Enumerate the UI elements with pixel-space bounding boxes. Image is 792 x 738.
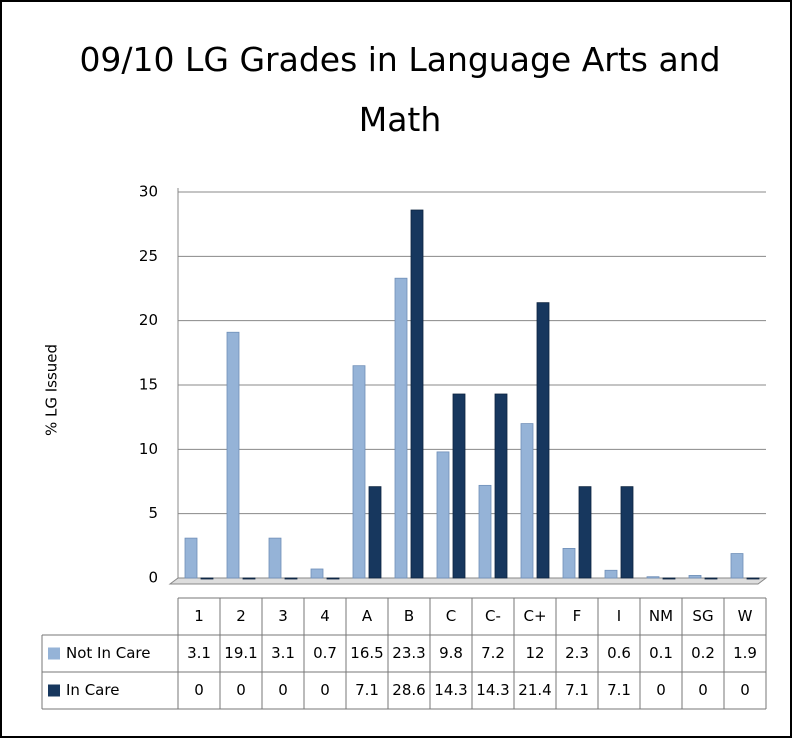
table-value: 0.6 xyxy=(607,644,631,662)
table-value: 23.3 xyxy=(392,644,425,662)
bar xyxy=(410,209,424,579)
x-tick-label: B xyxy=(404,607,414,625)
table-value: 0.7 xyxy=(313,644,337,662)
y-tick-label: 25 xyxy=(139,247,158,265)
bar xyxy=(226,331,240,579)
legend-swatch xyxy=(48,647,60,660)
bar xyxy=(268,537,282,579)
x-tick-label: F xyxy=(573,607,582,625)
bar xyxy=(242,577,256,580)
x-tick-label: 4 xyxy=(320,607,330,625)
bar xyxy=(184,537,198,579)
table-value: 9.8 xyxy=(439,644,463,662)
legend-label: Not In Care xyxy=(66,644,150,662)
y-axis-label: % LG Issued xyxy=(43,344,61,436)
bar xyxy=(394,277,408,579)
bar xyxy=(562,548,576,579)
y-tick-label: 30 xyxy=(139,183,158,201)
bar xyxy=(494,393,508,579)
table-value: 7.1 xyxy=(607,681,631,699)
x-tick-label: C- xyxy=(485,607,501,625)
bar xyxy=(730,553,744,579)
bar xyxy=(478,484,492,579)
bar xyxy=(746,577,760,580)
bar xyxy=(578,486,592,579)
x-tick-label: A xyxy=(362,607,373,625)
bar xyxy=(368,486,382,579)
bar xyxy=(688,575,702,579)
bar xyxy=(352,365,366,579)
table-value: 12 xyxy=(525,644,544,662)
x-tick-label: 3 xyxy=(278,607,288,625)
x-tick-label: SG xyxy=(692,607,713,625)
table-value: 0.1 xyxy=(649,644,673,662)
bar xyxy=(604,569,618,579)
table-value: 0 xyxy=(698,681,708,699)
table-value: 0 xyxy=(740,681,750,699)
bar xyxy=(662,577,676,580)
legend-label: In Care xyxy=(66,681,119,699)
bar xyxy=(646,576,660,579)
table-value: 14.3 xyxy=(476,681,509,699)
table-value: 0 xyxy=(194,681,204,699)
bar xyxy=(520,423,534,579)
bar xyxy=(326,577,340,580)
table-value: 0 xyxy=(656,681,666,699)
y-tick-label: 0 xyxy=(148,569,158,587)
bar xyxy=(284,577,298,580)
table-value: 0 xyxy=(278,681,288,699)
bar xyxy=(200,577,214,580)
bar xyxy=(704,577,718,580)
table-value: 28.6 xyxy=(392,681,425,699)
table-value: 2.3 xyxy=(565,644,589,662)
x-tick-label: 2 xyxy=(236,607,246,625)
table-value: 3.1 xyxy=(271,644,295,662)
y-tick-label: 5 xyxy=(148,504,158,522)
table-value: 0.2 xyxy=(691,644,715,662)
table-value: 7.1 xyxy=(565,681,589,699)
bar xyxy=(310,568,324,579)
bar xyxy=(452,393,466,579)
y-tick-label: 10 xyxy=(139,440,158,458)
table-value: 21.4 xyxy=(518,681,551,699)
table-value: 16.5 xyxy=(350,644,383,662)
table-value: 1.9 xyxy=(733,644,757,662)
legend-swatch xyxy=(48,684,60,697)
chart-title: 09/10 LG Grades in Language Arts and Mat… xyxy=(79,40,721,139)
x-tick-label: 1 xyxy=(194,607,204,625)
table-value: 0 xyxy=(236,681,246,699)
floor xyxy=(168,577,768,585)
table-value: 0 xyxy=(320,681,330,699)
x-tick-label: C+ xyxy=(523,607,546,625)
bar xyxy=(620,486,634,579)
x-tick-label: I xyxy=(617,607,621,625)
table-value: 14.3 xyxy=(434,681,467,699)
x-tick-label: W xyxy=(738,607,753,625)
x-tick-label: NM xyxy=(649,607,673,625)
table-value: 19.1 xyxy=(224,644,257,662)
y-tick-label: 20 xyxy=(139,311,158,329)
title-box: 09/10 LG Grades in Language Arts and Mat… xyxy=(79,40,721,139)
table-value: 7.1 xyxy=(355,681,379,699)
table-value: 7.2 xyxy=(481,644,505,662)
bar xyxy=(536,302,550,579)
x-tick-label: C xyxy=(446,607,456,625)
bar xyxy=(436,451,450,579)
table-value: 3.1 xyxy=(187,644,211,662)
y-tick-label: 15 xyxy=(139,376,158,394)
